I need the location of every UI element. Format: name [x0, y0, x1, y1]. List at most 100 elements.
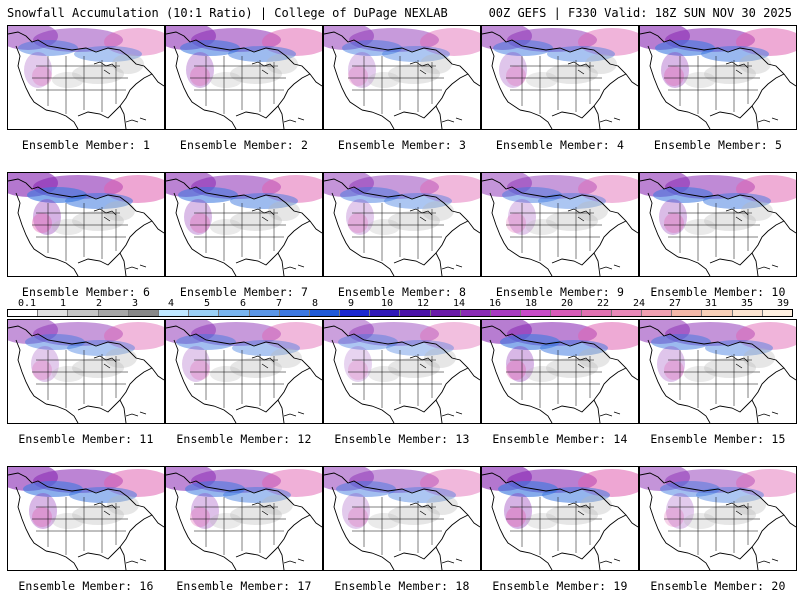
colorbar-tick-label: 8 [311, 298, 319, 309]
colorbar-tick-label: 39 [776, 298, 790, 309]
colorbar-swatch [219, 310, 250, 316]
ensemble-map-panel [7, 319, 165, 424]
valid-time: 00Z GEFS | F330 Valid: 18Z SUN NOV 30 20… [488, 6, 792, 20]
ensemble-map-panel [639, 466, 797, 571]
colorbar-tick-label: 31 [704, 298, 718, 309]
colorbar-tick-label: 16 [488, 298, 502, 309]
snowfall-map [8, 173, 164, 276]
snowfall-map [482, 26, 638, 129]
ensemble-member-label: Ensemble Member: 19 [492, 579, 628, 593]
ensemble-member-label: Ensemble Member: 6 [21, 285, 151, 299]
snowfall-map [640, 320, 796, 423]
colorbar-swatch [400, 310, 431, 316]
ensemble-map-panel [481, 172, 639, 277]
ensemble-map-panel [481, 25, 639, 130]
ensemble-map-panel [323, 25, 481, 130]
snowfall-map [166, 320, 322, 423]
product-title: Snowfall Accumulation (10:1 Ratio) | Col… [7, 6, 448, 20]
ensemble-member-label: Ensemble Member: 3 [337, 138, 467, 152]
ensemble-member-label: Ensemble Member: 16 [18, 579, 154, 593]
colorbar-tick-label: 3 [131, 298, 139, 309]
colorbar-tick-label: 7 [275, 298, 283, 309]
ensemble-map-panel [323, 319, 481, 424]
ensemble-member-label: Ensemble Member: 18 [334, 579, 470, 593]
snowfall-map [166, 173, 322, 276]
ensemble-member-label: Ensemble Member: 15 [650, 432, 786, 446]
header: Snowfall Accumulation (10:1 Ratio) | Col… [0, 0, 800, 24]
snowfall-map [8, 320, 164, 423]
snowfall-map [482, 173, 638, 276]
colorbar-swatch [521, 310, 552, 316]
colorbar-swatch [309, 310, 341, 316]
ensemble-map-panel [7, 466, 165, 571]
snowfall-map [324, 173, 480, 276]
ensemble-member-label: Ensemble Member: 2 [179, 138, 309, 152]
colorbar-swatch [551, 310, 582, 316]
ensemble-map-panel [639, 25, 797, 130]
snowfall-map [8, 467, 164, 570]
colorbar-swatch [8, 310, 39, 316]
snowfall-map [8, 26, 164, 129]
colorbar-tick-label: 18 [524, 298, 538, 309]
snowfall-map [640, 26, 796, 129]
colorbar-swatch [581, 310, 612, 316]
ensemble-map-panel [165, 25, 323, 130]
ensemble-member-label: Ensemble Member: 7 [179, 285, 309, 299]
ensemble-member-label: Ensemble Member: 8 [337, 285, 467, 299]
snowfall-map [482, 467, 638, 570]
colorbar-swatch [702, 310, 733, 316]
colorbar-swatch [491, 310, 522, 316]
colorbar-tick-label: 27 [668, 298, 682, 309]
colorbar-tick-label: 5 [203, 298, 211, 309]
colorbar-swatch [38, 310, 69, 316]
colorbar-tick-label: 10 [380, 298, 394, 309]
ensemble-map-panel [7, 172, 165, 277]
snowfall-map [324, 467, 480, 570]
snowfall-map [166, 26, 322, 129]
colorbar-tick-label: 14 [452, 298, 466, 309]
colorbar-tick-label: 35 [740, 298, 754, 309]
snowfall-map [324, 26, 480, 129]
ensemble-member-label: Ensemble Member: 10 [650, 285, 786, 299]
colorbar: 0.1 1 2 3 4 5 6 7 8 9 10 12 14 16 18 20 22 24 27 31 35 39 [7, 298, 793, 319]
colorbar-swatch [279, 310, 310, 316]
ensemble-member-label: Ensemble Member: 4 [495, 138, 625, 152]
ensemble-member-label: Ensemble Member: 14 [492, 432, 628, 446]
ensemble-map-panel [323, 466, 481, 571]
colorbar-swatch [158, 310, 190, 316]
snowfall-map [640, 173, 796, 276]
colorbar-swatch [641, 310, 673, 316]
ensemble-member-label: Ensemble Member: 11 [18, 432, 154, 446]
ensemble-map-panel [165, 466, 323, 571]
ensemble-map-panel [481, 319, 639, 424]
colorbar-swatch [189, 310, 220, 316]
colorbar-swatch [460, 310, 491, 316]
snowfall-map [640, 467, 796, 570]
colorbar-tick-label: 12 [416, 298, 430, 309]
colorbar-swatch [762, 310, 792, 316]
colorbar-swatch [611, 310, 642, 316]
colorbar-swatch [340, 310, 371, 316]
ensemble-member-label: Ensemble Member: 13 [334, 432, 470, 446]
colorbar-tick-label: 1 [59, 298, 67, 309]
ensemble-map-panel [639, 172, 797, 277]
colorbar-tick-label: 22 [596, 298, 610, 309]
colorbar-tick-label: 24 [632, 298, 646, 309]
colorbar-swatches [7, 309, 793, 317]
ensemble-member-label: Ensemble Member: 12 [176, 432, 312, 446]
ensemble-map-panel [165, 319, 323, 424]
ensemble-map-panel [481, 466, 639, 571]
colorbar-swatch [68, 310, 99, 316]
colorbar-swatch [732, 310, 763, 316]
ensemble-map-panel [7, 25, 165, 130]
ensemble-map-panel [639, 319, 797, 424]
colorbar-swatch [370, 310, 401, 316]
ensemble-map-panel [323, 172, 481, 277]
ensemble-member-label: Ensemble Member: 5 [653, 138, 783, 152]
colorbar-tick-label: 2 [95, 298, 103, 309]
colorbar-labels: 0.1 1 2 3 4 5 6 7 8 9 10 12 14 16 18 20 22 24 27 31 35 39 [7, 298, 793, 309]
ensemble-member-label: Ensemble Member: 9 [495, 285, 625, 299]
snowfall-map [166, 467, 322, 570]
ensemble-member-label: Ensemble Member: 1 [21, 138, 151, 152]
